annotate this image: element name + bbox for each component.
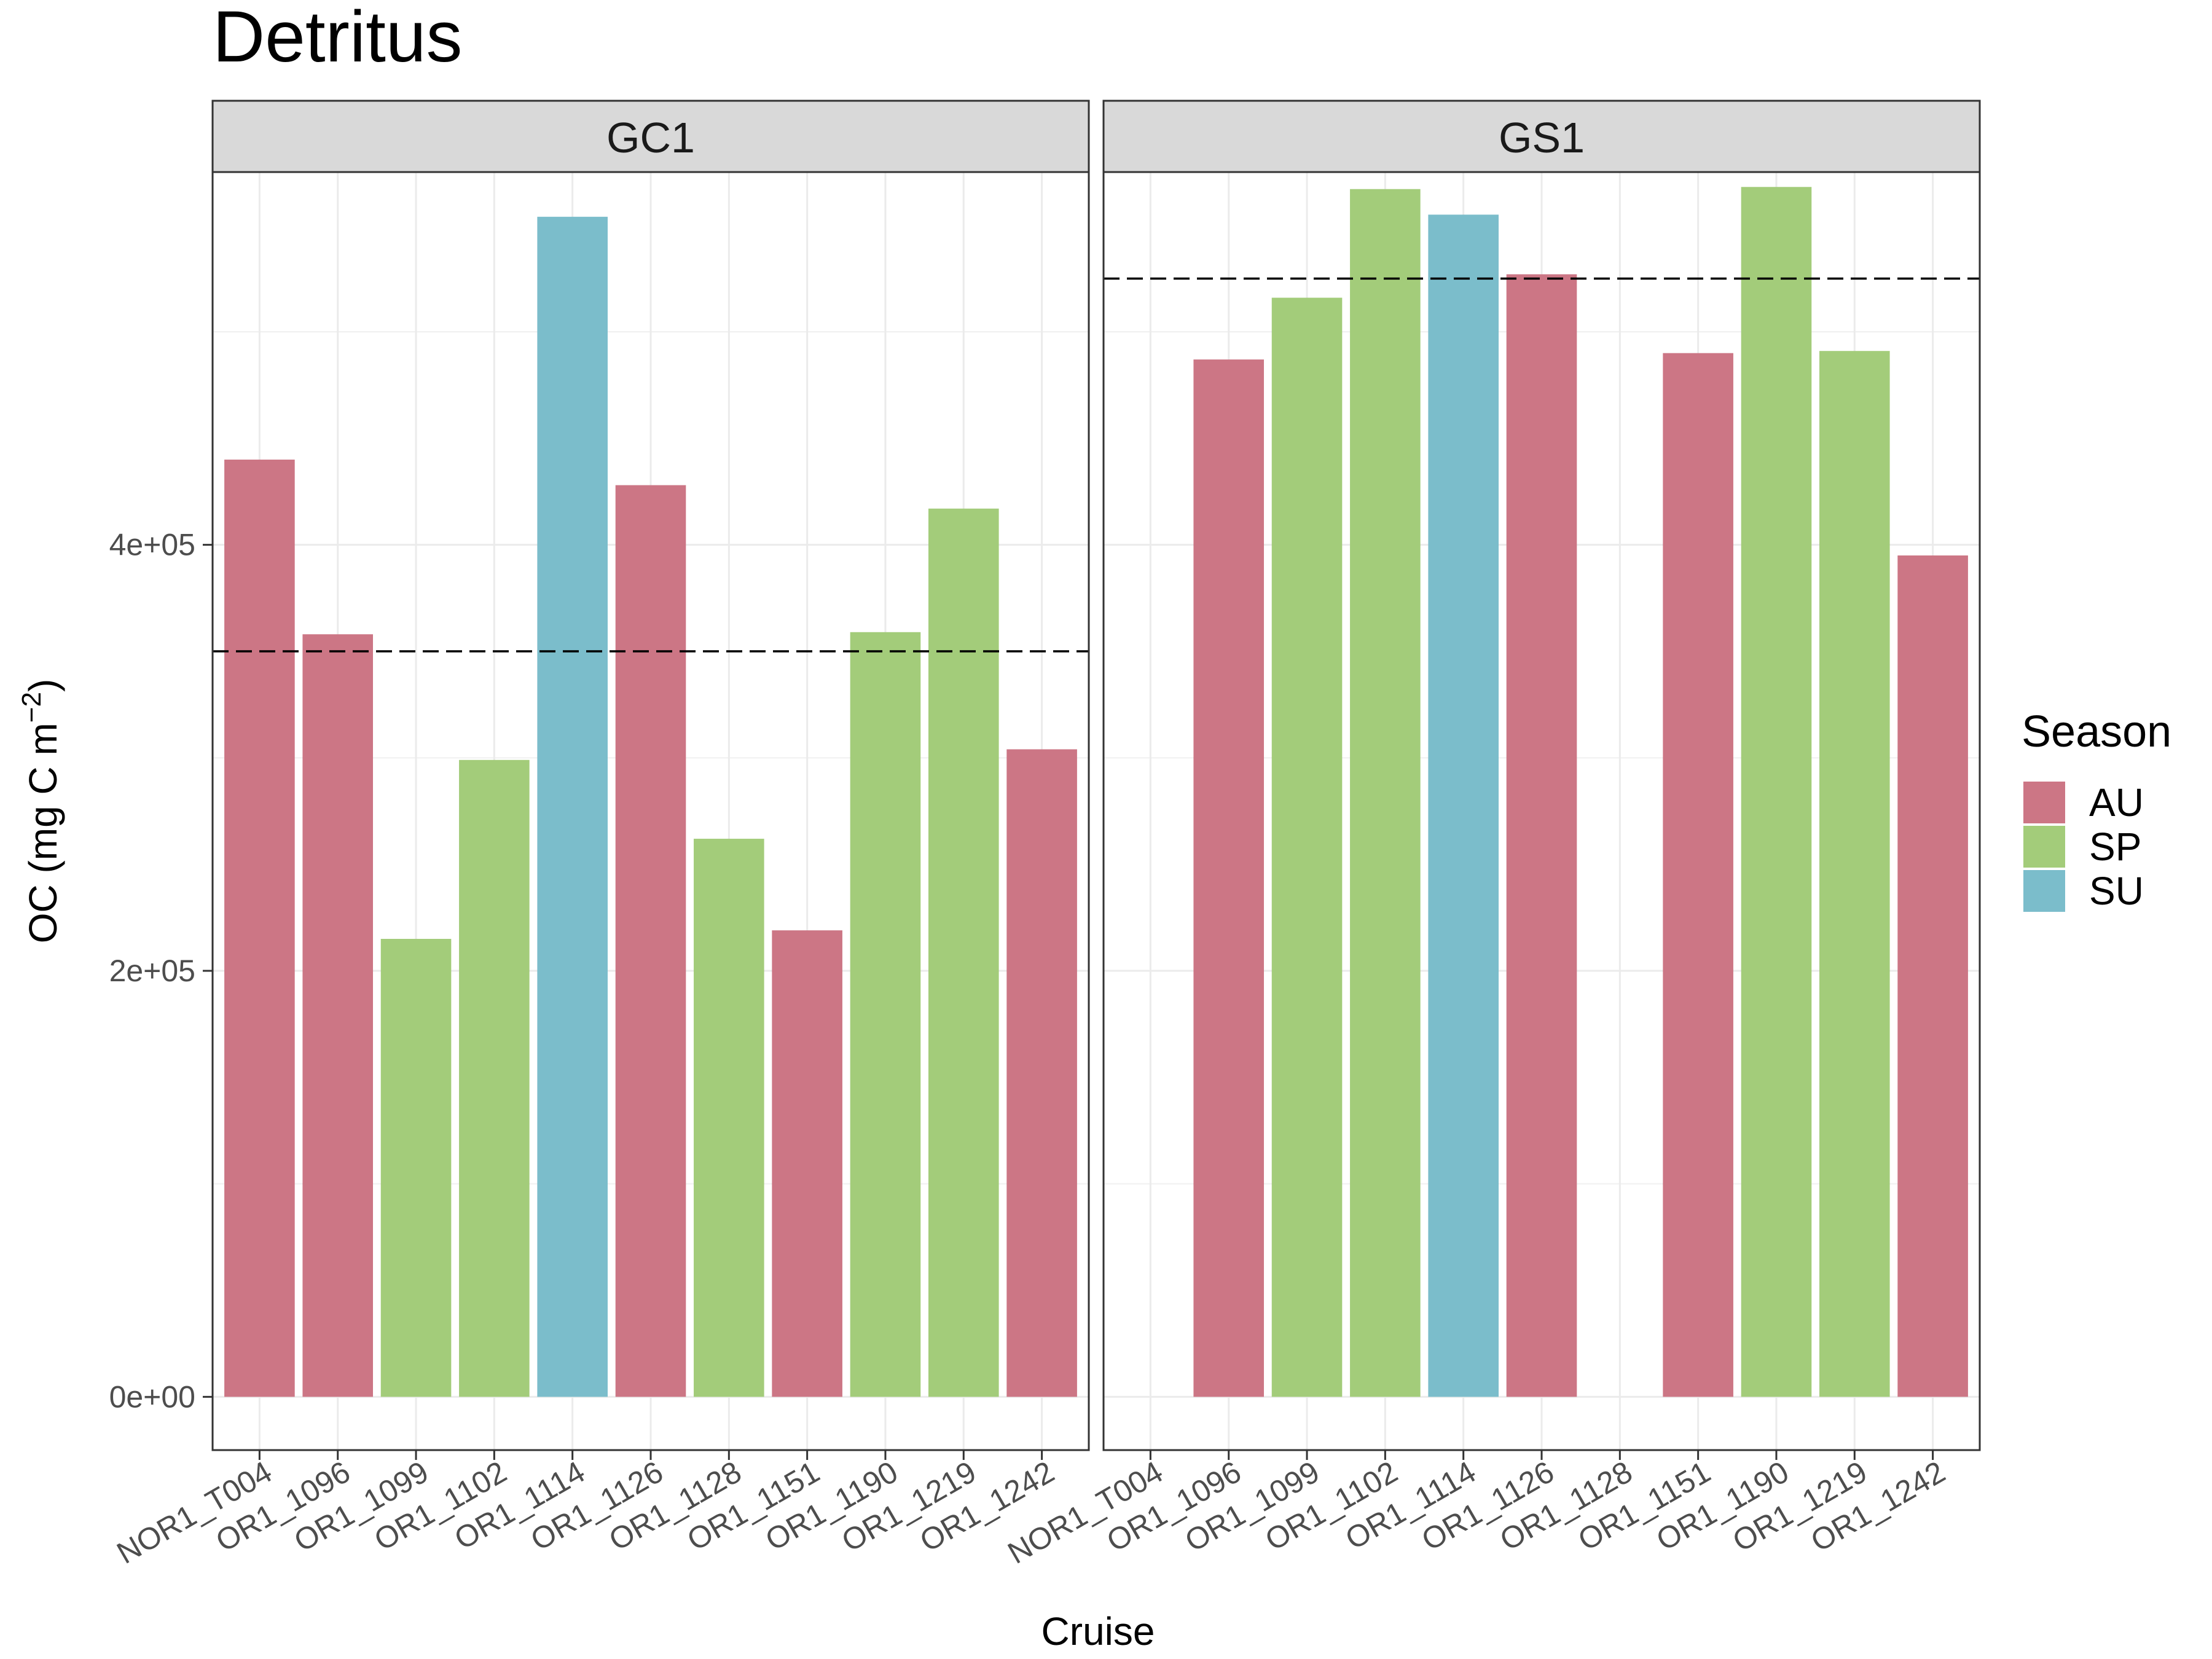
bar-or1-1099	[380, 939, 452, 1397]
y-axis: 0e+00 2e+05 4e+05	[109, 528, 213, 1414]
facet-strip	[1102, 100, 1981, 173]
legend-label-au: AU	[2089, 780, 2144, 825]
bar-or1-1242	[1897, 555, 1968, 1397]
bar-or1-1096	[302, 634, 374, 1397]
bar-or1-1151	[1663, 353, 1733, 1397]
y-tick-label: 4e+05	[109, 528, 195, 562]
x-axis-label: Cruise	[1041, 1609, 1155, 1653]
bar-nor1-t004	[224, 460, 295, 1397]
bar-or1-1190	[1741, 187, 1812, 1397]
legend-title: Season	[2022, 707, 2171, 756]
bar-or1-1126	[1506, 274, 1577, 1397]
legend-label-sp: SP	[2089, 825, 2141, 869]
bar-or1-1242	[1006, 749, 1077, 1397]
y-axis-label: OC (mg C m−2)	[17, 679, 65, 944]
bar-or1-1099	[1271, 297, 1343, 1397]
facet-strip-label: GS1	[1499, 114, 1585, 162]
bar-or1-1190	[850, 632, 921, 1397]
bar-or1-1102	[1350, 189, 1421, 1397]
bar-or1-1114	[1428, 214, 1499, 1397]
y-axis-label-text: OC (mg C m	[21, 723, 65, 943]
bar-or1-1128	[694, 839, 764, 1397]
y-tick-label: 0e+00	[109, 1379, 195, 1414]
legend-key-au	[2023, 782, 2065, 823]
panel-gc1: GC1NOR1_T004OR1_1096OR1_1099OR1_1102OR1_…	[111, 100, 1090, 1571]
facet-strip	[211, 100, 1090, 173]
bar-or1-1219	[928, 508, 999, 1397]
y-tick-label: 2e+05	[109, 954, 195, 988]
bar-or1-1114	[537, 216, 608, 1397]
bar-or1-1219	[1819, 351, 1890, 1397]
legend-label-su: SU	[2089, 869, 2144, 913]
legend-key-su	[2023, 870, 2065, 912]
bar-or1-1126	[615, 485, 686, 1397]
bar-or1-1151	[772, 930, 842, 1397]
chart-title: Detritus	[213, 0, 463, 77]
bar-or1-1096	[1193, 359, 1265, 1397]
y-axis-label-superscript: −2	[17, 692, 47, 723]
y-axis-label-close: )	[21, 679, 65, 692]
legend-key-sp	[2023, 826, 2065, 868]
facet-strip-label: GC1	[606, 114, 695, 162]
bar-or1-1102	[459, 759, 530, 1397]
